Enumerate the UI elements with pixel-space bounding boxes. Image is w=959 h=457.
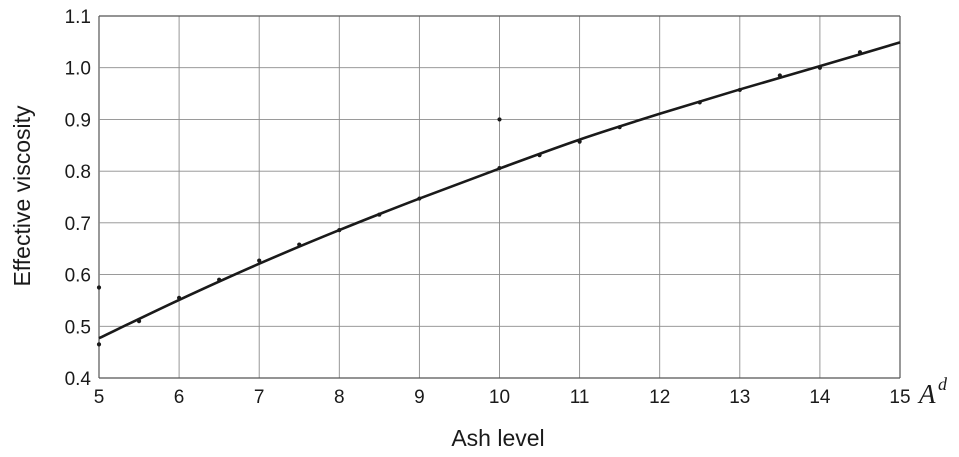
y-tick-label: 0.5 (65, 317, 91, 338)
x-tick-label: 7 (254, 387, 265, 408)
data-point (96, 285, 102, 290)
data-point (737, 87, 742, 93)
data-point (617, 125, 622, 130)
data-point (337, 227, 342, 233)
data-point (537, 153, 542, 158)
data-point (577, 139, 582, 144)
x-tick-label: 11 (570, 387, 590, 408)
y-tick-label: 0.8 (65, 162, 91, 183)
data-point (777, 73, 782, 78)
y-tick-label: 0.7 (65, 214, 91, 235)
x-axis-end-symbol: A d (917, 374, 948, 409)
x-tick-label: 14 (809, 387, 831, 408)
data-point (377, 212, 382, 217)
data-point (217, 277, 222, 282)
x-tick-label: 8 (334, 387, 345, 408)
data-point (697, 100, 702, 105)
x-tick-label: 6 (174, 387, 185, 408)
y-tick-label: 0.9 (65, 110, 91, 131)
data-point (857, 50, 863, 55)
y-tick-label: 0.6 (65, 266, 91, 287)
data-point (497, 117, 502, 122)
data-point (497, 165, 502, 171)
x-tick-label: 13 (729, 387, 750, 408)
x-tick-label: 9 (414, 387, 425, 408)
y-tick-label: 0.4 (65, 369, 92, 390)
y-tick-label: 1.1 (65, 7, 91, 28)
y-axis-title: Effective viscosity (9, 105, 35, 287)
data-point (177, 295, 182, 300)
y-tick-label: 1.0 (65, 59, 91, 80)
data-point (297, 242, 302, 247)
grid (98, 15, 901, 379)
x-tick-label: 12 (649, 387, 670, 408)
data-point (257, 258, 262, 263)
x-tick-label: 10 (489, 387, 510, 408)
data-point (817, 65, 823, 70)
data-point (96, 342, 102, 347)
y-tick-labels: 0.4 0.5 0.6 0.7 0.8 0.9 1.0 1.1 (65, 7, 92, 390)
x-tick-label: 5 (94, 387, 105, 408)
x-axis-end-symbol-base: A (917, 379, 936, 409)
x-axis-title: Ash level (451, 425, 544, 451)
data-points-layer (96, 50, 863, 347)
data-point (417, 196, 422, 201)
x-tick-label: 15 (889, 387, 910, 408)
x-axis-end-symbol-superscript: d (938, 374, 948, 394)
x-tick-labels: 5 6 7 8 9 10 11 12 13 14 15 (94, 387, 911, 408)
data-point (136, 319, 142, 324)
